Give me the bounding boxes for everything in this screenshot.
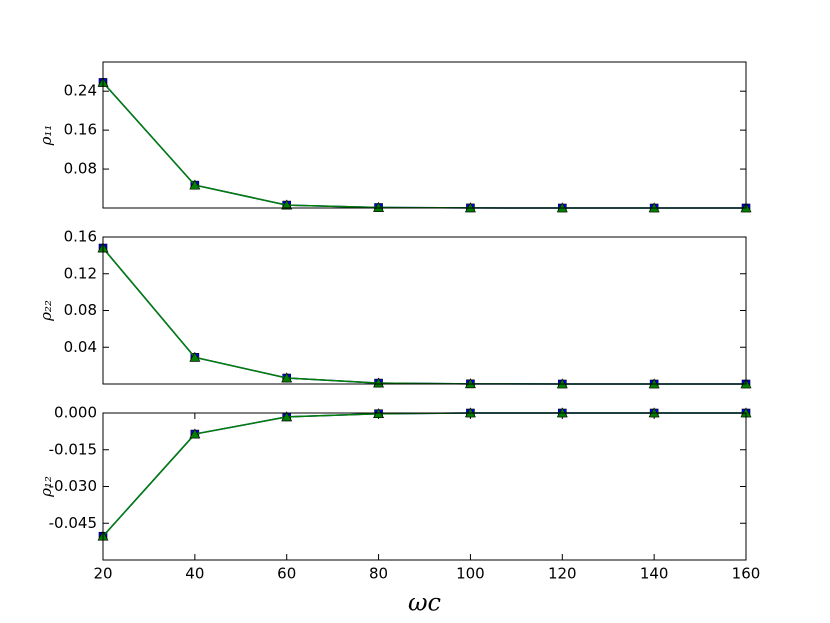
y-tick-label: -0.030 xyxy=(49,477,97,495)
marker xyxy=(373,377,385,388)
x-tick-label: 40 xyxy=(185,565,204,583)
x-tick-label: 60 xyxy=(277,565,296,583)
marker xyxy=(189,428,201,439)
x-axis-label: ωc xyxy=(408,589,441,617)
y-tick-label: 0.04 xyxy=(64,338,97,356)
plot-frame xyxy=(102,412,747,561)
y-tick-label: -0.015 xyxy=(49,440,97,458)
marker xyxy=(464,378,476,389)
y-tick-label: 0.000 xyxy=(54,404,97,422)
y-tick-label: 0.08 xyxy=(64,160,97,178)
y-axis-label: ρ₂₂ xyxy=(37,300,55,322)
y-tick-label: 0.08 xyxy=(64,301,97,319)
marker xyxy=(281,411,293,422)
y-tick-label: 0.16 xyxy=(64,228,97,246)
y-tick-label: 0.16 xyxy=(64,121,97,139)
series-line xyxy=(102,247,746,385)
marker xyxy=(281,199,293,210)
y-tick-label: -0.045 xyxy=(49,514,97,532)
series-line xyxy=(102,412,746,537)
y-tick-label: 0.12 xyxy=(64,264,97,282)
x-tick-label: 160 xyxy=(732,565,761,583)
series-line xyxy=(102,247,746,385)
plot-frame xyxy=(102,61,747,209)
x-tick-label: 20 xyxy=(93,565,112,583)
marker xyxy=(189,351,201,362)
y-tick-label: 0.24 xyxy=(64,82,97,100)
marker xyxy=(373,201,385,212)
x-tick-label: 80 xyxy=(369,565,388,583)
series-line xyxy=(102,412,746,537)
y-axis-label: ρ₁₂ xyxy=(37,476,55,498)
x-tick-label: 100 xyxy=(456,565,485,583)
marker xyxy=(189,179,201,190)
x-tick-label: 120 xyxy=(548,565,577,583)
marker xyxy=(464,202,476,213)
plot-frame xyxy=(102,236,747,385)
y-axis-label: ρ₁₁ xyxy=(37,125,55,147)
x-tick-label: 140 xyxy=(640,565,669,583)
marker xyxy=(281,372,293,383)
